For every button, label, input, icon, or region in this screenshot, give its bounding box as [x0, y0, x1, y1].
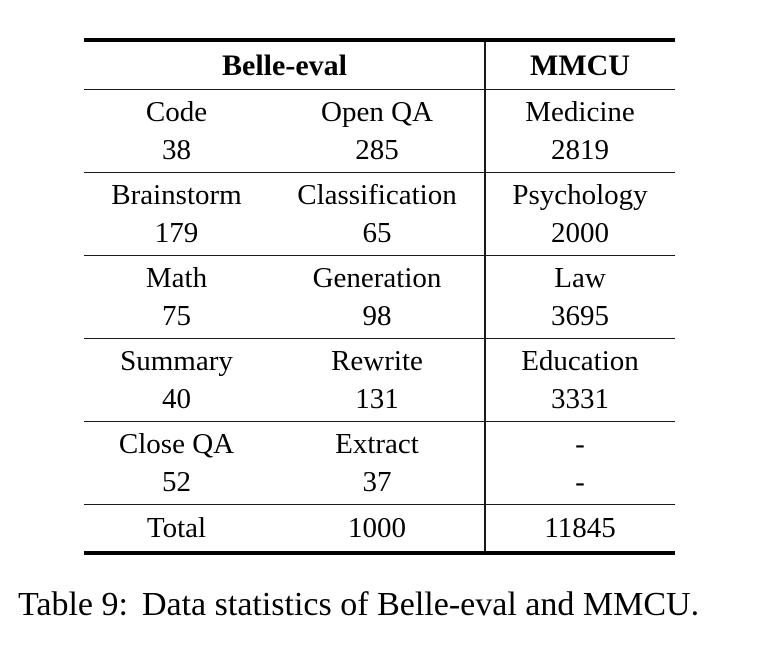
- category-value: 179: [154, 216, 199, 249]
- category-value: 285: [355, 133, 399, 166]
- cell-extract: Extract 37: [269, 422, 485, 504]
- data-statistics-table: Belle-eval MMCU Code 38 Open QA 285 Medi…: [84, 38, 675, 555]
- category-value: 37: [362, 465, 392, 498]
- category-label: Education: [521, 345, 639, 378]
- category-label: Open QA: [321, 96, 433, 129]
- cell-education: Education 3331: [485, 339, 675, 421]
- category-label: Psychology: [512, 179, 648, 212]
- category-label: Medicine: [525, 96, 635, 129]
- category-label: Brainstorm: [111, 179, 242, 212]
- table-row: Summary 40 Rewrite 131 Education 3331: [84, 339, 675, 422]
- category-value: 3331: [551, 382, 609, 415]
- category-value: 3695: [551, 299, 609, 332]
- category-value: 98: [362, 299, 392, 332]
- category-label: Generation: [312, 262, 442, 295]
- category-label: Rewrite: [331, 345, 423, 378]
- cell-law: Law 3695: [485, 256, 675, 338]
- category-value: 52: [162, 465, 191, 498]
- category-label: Summary: [120, 345, 233, 378]
- caption-text: Data statistics of Belle-eval and MMCU.: [141, 586, 700, 623]
- cell-generation: Generation 98: [269, 256, 485, 338]
- category-value: -: [575, 465, 585, 498]
- category-label: Close QA: [118, 428, 235, 461]
- category-label: Extract: [335, 428, 419, 461]
- category-value: 2819: [551, 133, 609, 166]
- header-belle-eval: Belle-eval: [222, 48, 347, 82]
- category-label: Classification: [297, 179, 457, 212]
- table-row: Math 75 Generation 98 Law 3695: [84, 256, 675, 339]
- total-belle-eval: 1000: [348, 511, 406, 544]
- cell-mmcu-empty: - -: [485, 422, 675, 504]
- table-row: Close QA 52 Extract 37 - -: [84, 422, 675, 505]
- category-value: 75: [162, 299, 191, 332]
- category-value: 2000: [551, 216, 609, 249]
- category-value: 65: [362, 216, 392, 249]
- cell-classification: Classification 65: [269, 173, 485, 255]
- header-mmcu: MMCU: [530, 48, 630, 82]
- top-rule: [84, 38, 675, 42]
- total-label: Total: [146, 511, 207, 544]
- cell-psychology: Psychology 2000: [485, 173, 675, 255]
- cell-rewrite: Rewrite 131: [269, 339, 485, 421]
- cell-close-qa: Close QA 52: [84, 422, 269, 504]
- table-header-row: Belle-eval MMCU: [84, 42, 675, 90]
- cell-medicine: Medicine 2819: [485, 90, 675, 172]
- column-divider: [484, 42, 486, 551]
- category-label: -: [575, 428, 585, 461]
- table-caption: Table 9: Data statistics of Belle-eval an…: [18, 586, 758, 624]
- caption-tag: Table 9:: [18, 586, 128, 623]
- category-label: Law: [554, 262, 606, 295]
- category-value: 38: [162, 133, 191, 166]
- cell-brainstorm: Brainstorm 179: [84, 173, 269, 255]
- table-row: Brainstorm 179 Classification 65 Psychol…: [84, 173, 675, 256]
- cell-code: Code 38: [84, 90, 269, 172]
- bottom-rule: [84, 551, 675, 555]
- table-row: Code 38 Open QA 285 Medicine 2819: [84, 90, 675, 173]
- cell-open-qa: Open QA 285: [269, 90, 485, 172]
- category-value: 40: [162, 382, 191, 415]
- cell-summary: Summary 40: [84, 339, 269, 421]
- category-label: Code: [145, 96, 208, 129]
- cell-math: Math 75: [84, 256, 269, 338]
- total-mmcu: 11845: [544, 511, 616, 544]
- table-total-row: Total 1000 11845: [84, 505, 675, 551]
- category-value: 131: [355, 382, 399, 415]
- category-label: Math: [145, 262, 208, 295]
